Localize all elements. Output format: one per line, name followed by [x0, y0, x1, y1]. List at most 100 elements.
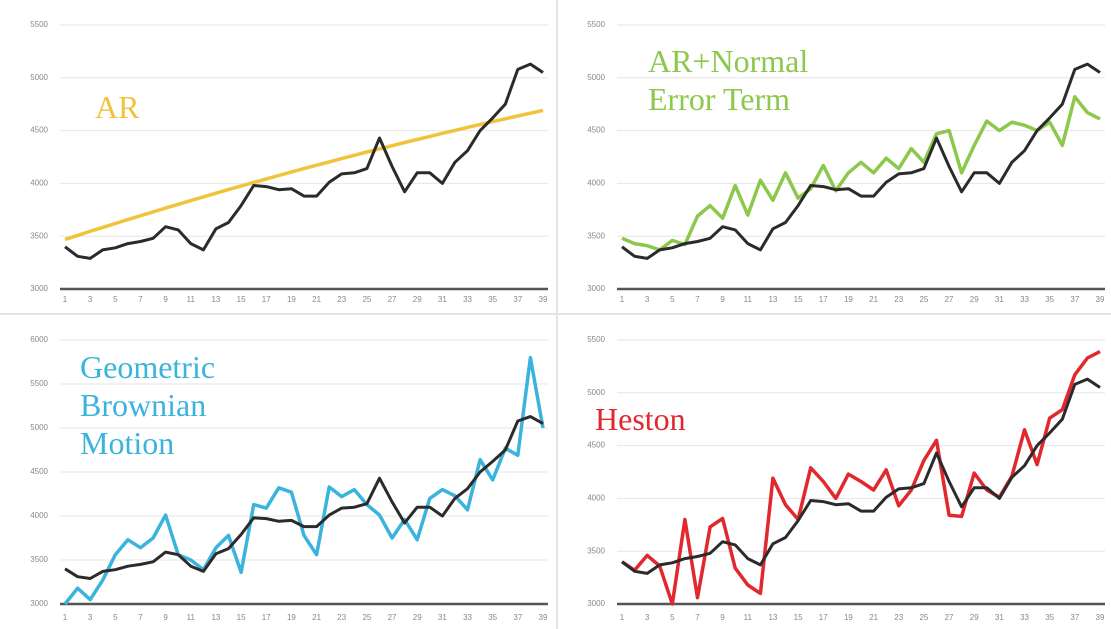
y-tick-label: 5000	[30, 423, 48, 432]
x-tick-label: 21	[869, 613, 878, 622]
y-tick-label: 3000	[587, 284, 605, 293]
x-tick-label: 35	[1045, 295, 1054, 304]
x-tick-label: 9	[720, 613, 725, 622]
x-tick-label: 7	[695, 613, 700, 622]
x-tick-label: 17	[819, 613, 828, 622]
x-tick-label: 39	[1096, 295, 1105, 304]
x-tick-label: 9	[163, 295, 168, 304]
series-label: AR+Normal Error Term	[648, 43, 809, 117]
x-tick-label: 1	[620, 613, 625, 622]
x-tick-label: 21	[312, 613, 321, 622]
y-tick-label: 4000	[587, 179, 605, 188]
x-tick-label: 5	[670, 613, 675, 622]
series-line	[621, 62, 1101, 260]
x-tick-label: 29	[970, 295, 979, 304]
y-tick-label: 4500	[587, 126, 605, 135]
x-tick-label: 19	[287, 613, 296, 622]
y-tick-label: 5500	[30, 379, 48, 388]
y-tick-label: 5500	[30, 20, 48, 29]
series-label: Heston	[595, 401, 686, 437]
x-tick-label: 7	[138, 613, 143, 622]
y-tick-label: 4000	[30, 179, 48, 188]
x-tick-label: 1	[63, 613, 68, 622]
x-tick-label: 33	[1020, 613, 1029, 622]
x-tick-label: 15	[794, 613, 803, 622]
x-tick-label: 21	[312, 295, 321, 304]
x-tick-label: 27	[388, 295, 397, 304]
y-tick-label: 3500	[587, 546, 605, 555]
x-tick-label: 29	[970, 613, 979, 622]
x-tick-label: 5	[113, 613, 118, 622]
x-tick-label: 35	[1045, 613, 1054, 622]
series-line	[621, 377, 1101, 575]
x-tick-label: 13	[768, 295, 777, 304]
y-tick-label: 4000	[587, 494, 605, 503]
x-tick-label: 11	[744, 613, 753, 622]
x-tick-label: 17	[262, 295, 271, 304]
x-tick-label: 37	[513, 295, 522, 304]
x-tick-label: 23	[337, 295, 346, 304]
series-line	[64, 108, 544, 242]
x-tick-label: 13	[211, 295, 220, 304]
y-tick-label: 4500	[30, 467, 48, 476]
y-tick-label: 3000	[30, 599, 48, 608]
x-tick-label: 7	[695, 295, 700, 304]
x-tick-label: 35	[488, 295, 497, 304]
x-tick-label: 17	[262, 613, 271, 622]
y-tick-label: 4500	[587, 441, 605, 450]
x-tick-label: 9	[720, 295, 725, 304]
x-tick-label: 31	[438, 613, 447, 622]
x-tick-label: 13	[211, 613, 220, 622]
x-tick-label: 23	[337, 613, 346, 622]
y-tick-label: 5000	[587, 73, 605, 82]
y-tick-label: 5000	[587, 388, 605, 397]
x-tick-label: 15	[794, 295, 803, 304]
x-tick-label: 37	[1070, 613, 1079, 622]
x-tick-label: 33	[463, 613, 472, 622]
y-tick-label: 4000	[30, 511, 48, 520]
x-tick-label: 33	[463, 295, 472, 304]
series-label: Geometric Brownian Motion	[80, 349, 216, 461]
x-tick-label: 3	[645, 295, 650, 304]
x-tick-label: 31	[995, 613, 1004, 622]
x-tick-label: 7	[138, 295, 143, 304]
x-tick-label: 3	[645, 613, 650, 622]
x-tick-label: 15	[237, 295, 246, 304]
y-tick-label: 5500	[587, 335, 605, 344]
x-tick-label: 33	[1020, 295, 1029, 304]
x-tick-label: 5	[670, 295, 675, 304]
x-tick-label: 13	[768, 613, 777, 622]
x-tick-label: 3	[88, 295, 93, 304]
y-tick-label: 5000	[30, 73, 48, 82]
y-tick-label: 5500	[587, 20, 605, 29]
x-tick-label: 25	[919, 295, 928, 304]
x-tick-label: 31	[438, 295, 447, 304]
x-tick-label: 17	[819, 295, 828, 304]
x-tick-label: 39	[1096, 613, 1105, 622]
x-tick-label: 31	[995, 295, 1004, 304]
x-tick-label: 25	[919, 613, 928, 622]
y-tick-label: 3000	[587, 599, 605, 608]
x-tick-label: 23	[894, 295, 903, 304]
x-tick-label: 27	[945, 613, 954, 622]
x-tick-label: 3	[88, 613, 93, 622]
x-tick-label: 1	[63, 295, 68, 304]
x-tick-label: 11	[744, 295, 753, 304]
series-line	[621, 95, 1101, 252]
x-tick-label: 21	[869, 295, 878, 304]
y-tick-label: 3500	[587, 231, 605, 240]
y-tick-label: 3500	[30, 231, 48, 240]
x-tick-label: 37	[1070, 295, 1079, 304]
x-tick-label: 19	[844, 613, 853, 622]
x-tick-label: 35	[488, 613, 497, 622]
x-tick-label: 25	[362, 295, 371, 304]
x-tick-label: 25	[362, 613, 371, 622]
x-tick-label: 11	[187, 295, 196, 304]
x-tick-label: 39	[539, 613, 548, 622]
series-line	[621, 350, 1101, 606]
x-tick-label: 5	[113, 295, 118, 304]
series-line	[64, 415, 544, 580]
series-line	[63, 355, 545, 606]
